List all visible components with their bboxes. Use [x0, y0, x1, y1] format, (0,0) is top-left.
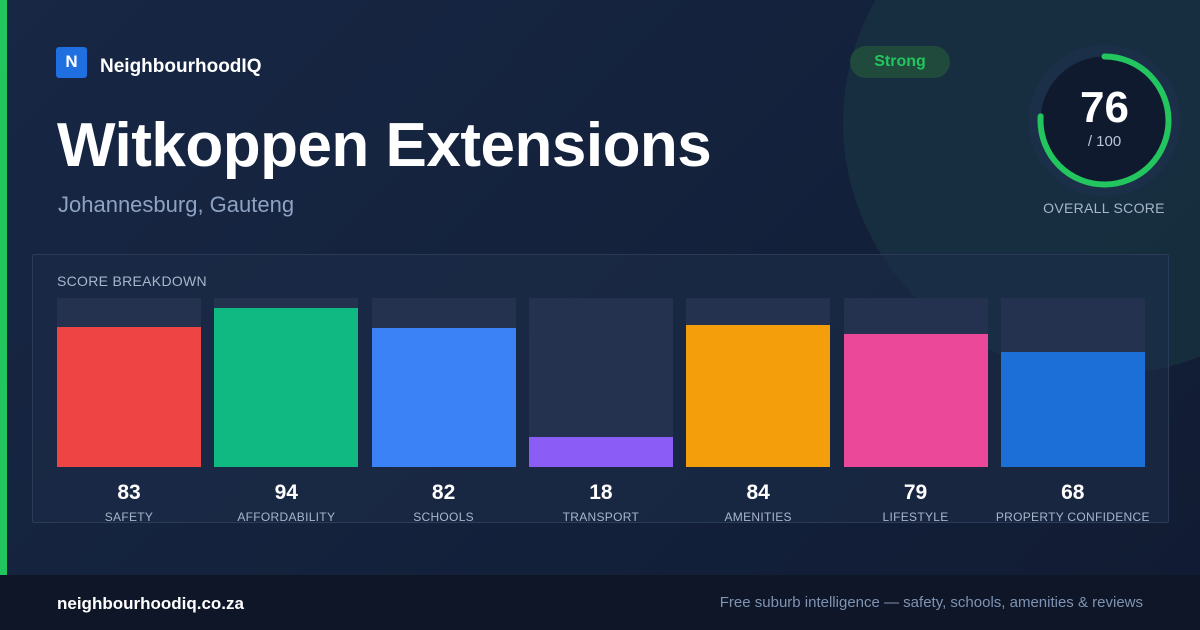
footer-tagline: Free suburb intelligence — safety, schoo…	[719, 594, 1143, 611]
brand-logo-icon: N	[56, 46, 87, 78]
score-ring-graphic	[1028, 44, 1181, 197]
brand-name: NeighbourhoodIQ	[100, 56, 262, 77]
brand[interactable]: N NeighbourhoodIQ	[56, 46, 261, 78]
bar-track	[528, 298, 673, 467]
bar-label: LIFESTYLE	[882, 510, 949, 524]
overall-score-value: 76	[1080, 83, 1129, 132]
score-ring-arc	[1037, 53, 1172, 188]
bar-track	[686, 298, 831, 467]
bar-fill	[214, 308, 359, 467]
bar-fill	[528, 436, 673, 467]
bar-value: 18	[589, 481, 613, 504]
bar-fill	[371, 328, 516, 467]
bar-fill	[686, 325, 831, 467]
bar-label: AMENITIES	[724, 510, 792, 524]
overall-score-max: / 100	[1087, 133, 1122, 150]
bar-track	[1000, 298, 1145, 467]
footer: neighbourhoodiq.co.za Free suburb intell…	[0, 575, 1200, 630]
footer-site-link[interactable]: neighbourhoodiq.co.za	[57, 594, 244, 613]
suburb-title: Witkoppen Extensions	[57, 111, 712, 180]
bar-fill	[843, 333, 988, 467]
bar-label: PROPERTY CONFIDENCE	[995, 510, 1150, 524]
bar-label: SCHOOLS	[413, 510, 474, 524]
bar-value: 94	[274, 481, 298, 504]
bar-fill	[57, 326, 201, 467]
bar-label: TRANSPORT	[562, 510, 640, 524]
bar-label: SAFETY	[104, 510, 154, 524]
bar-label: AFFORDABILITY	[237, 510, 336, 524]
bar-value: 82	[431, 481, 456, 504]
suburb-location: Johannesburg, Gauteng	[58, 192, 295, 217]
bar-track	[57, 298, 201, 467]
overall-score-ring: 76 / 100	[1027, 43, 1182, 198]
bar-fill	[1000, 352, 1145, 467]
bar-track	[371, 298, 516, 467]
breakdown-bars: 83 SAFETY 94 AFFORDABILITY 82 SCHOOLS 18 TRANSP…	[33, 255, 1168, 524]
bar-track	[843, 298, 988, 467]
rating-badge: Strong	[850, 46, 950, 78]
bar-track	[214, 298, 359, 467]
bar-value: 83	[117, 481, 141, 504]
breakdown-title: SCORE BREAKDOWN	[57, 273, 207, 289]
bar-value: 68	[1061, 481, 1085, 504]
left-accent-bar	[0, 0, 7, 575]
bar-value: 84	[746, 481, 770, 504]
bar-value: 79	[903, 481, 928, 504]
score-breakdown-panel: SCORE BREAKDOWN 83 SAFETY 94 AFFORDABILITY 8…	[32, 254, 1169, 524]
overall-score-label: OVERALL SCORE	[1043, 200, 1165, 216]
